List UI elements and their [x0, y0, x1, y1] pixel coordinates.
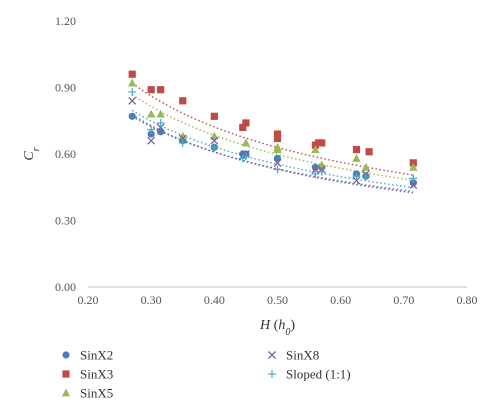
- data-point: [273, 165, 282, 174]
- data-point: [318, 139, 326, 147]
- series-points: [128, 87, 418, 183]
- data-point: [352, 172, 361, 181]
- x-tick-label: 0.20: [78, 293, 99, 307]
- data-point: [147, 86, 155, 94]
- y-tick-label: 0.30: [55, 214, 76, 228]
- series-points: [128, 78, 418, 171]
- data-point: [179, 97, 187, 105]
- x-axis-label: H (h0): [259, 318, 295, 338]
- trendline: [131, 82, 414, 176]
- data-point: [157, 86, 165, 94]
- data-point: [273, 145, 282, 153]
- y-axis-label: Cr: [22, 147, 42, 160]
- data-point: [178, 138, 187, 147]
- data-point: [147, 125, 156, 134]
- x-tick-label: 0.30: [141, 293, 162, 307]
- data-point: [156, 118, 165, 127]
- legend-label: SinX3: [80, 367, 113, 382]
- x-tick-label: 0.80: [457, 293, 478, 307]
- x-tick-label: 0.70: [393, 293, 414, 307]
- legend-item: SinX5: [61, 386, 113, 401]
- data-point: [128, 87, 137, 96]
- y-tick-label: 0.60: [55, 147, 76, 161]
- data-point: [210, 143, 219, 152]
- trendline: [131, 109, 414, 189]
- data-point: [156, 123, 165, 132]
- data-point: [146, 109, 156, 118]
- data-point: [409, 174, 418, 183]
- x-tick-label: 0.60: [330, 293, 351, 307]
- data-point: [273, 134, 282, 143]
- data-point: [128, 78, 137, 87]
- legend-label: SinX8: [286, 348, 319, 363]
- data-point: [178, 134, 187, 143]
- data-point: [273, 158, 282, 167]
- data-point: [241, 152, 250, 161]
- data-point: [241, 138, 251, 147]
- legend-marker: [268, 351, 276, 359]
- series-points: [128, 70, 417, 167]
- legend-marker: [62, 370, 70, 378]
- tick-labels: 0.20 0.30 0.40 0.50 0.60 0.70 0.80 0.00 0.30 0.60…: [55, 14, 478, 307]
- legend-label: SinX5: [80, 386, 113, 401]
- data-point: [147, 130, 155, 138]
- legend-label: Sloped (1:1): [286, 367, 351, 382]
- data-point: [352, 154, 361, 162]
- series-points: [128, 112, 417, 187]
- y-tick-label: 1.20: [55, 14, 76, 28]
- data-point: [128, 112, 136, 120]
- x-tick-label: 0.40: [204, 293, 225, 307]
- legend-item: Sloped (1:1): [268, 367, 351, 382]
- y-tick-label: 0.00: [55, 280, 76, 294]
- data-point: [210, 136, 219, 145]
- legend-marker: [268, 370, 276, 378]
- data-point: [409, 181, 418, 189]
- legend-marker: [61, 388, 71, 397]
- data-point: [128, 70, 136, 78]
- data-point: [311, 169, 320, 178]
- data-points: [128, 70, 418, 189]
- data-point: [210, 112, 218, 120]
- data-point: [409, 179, 417, 187]
- trendline: [131, 94, 414, 181]
- data-point: [365, 148, 373, 156]
- data-point: [352, 145, 361, 154]
- data-point: [317, 167, 326, 176]
- data-point: [361, 162, 371, 171]
- data-point: [409, 159, 417, 167]
- legend-marker: [62, 351, 70, 359]
- legend: SinX2 SinX3 SinX5 SinX8 Sloped (1:1): [61, 348, 351, 401]
- data-point: [128, 96, 137, 105]
- legend-item: SinX8: [268, 348, 319, 363]
- data-point: [147, 136, 156, 145]
- legend-item: SinX2: [62, 348, 113, 363]
- data-point: [352, 176, 361, 185]
- y-tick-label: 0.90: [55, 81, 76, 95]
- data-point: [361, 172, 370, 181]
- data-point: [178, 131, 187, 140]
- data-point: [311, 163, 319, 171]
- legend-item: SinX3: [62, 367, 113, 382]
- data-point: [156, 109, 165, 118]
- data-point: [409, 162, 418, 171]
- trendlines: [131, 82, 414, 194]
- data-point: [239, 123, 247, 131]
- data-point: [311, 145, 320, 153]
- x-tick-label: 0.50: [267, 293, 288, 307]
- data-point: [242, 119, 250, 127]
- data-point: [273, 130, 282, 138]
- legend-label: SinX2: [80, 348, 113, 363]
